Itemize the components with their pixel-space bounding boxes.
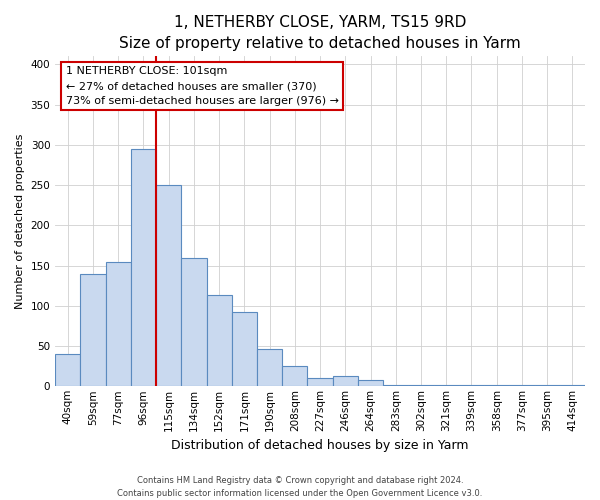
Bar <box>55 354 80 386</box>
Text: Contains HM Land Registry data © Crown copyright and database right 2024.
Contai: Contains HM Land Registry data © Crown c… <box>118 476 482 498</box>
Bar <box>282 366 307 386</box>
Bar <box>131 149 156 386</box>
Bar <box>232 312 257 386</box>
Text: 1 NETHERBY CLOSE: 101sqm
← 27% of detached houses are smaller (370)
73% of semi-: 1 NETHERBY CLOSE: 101sqm ← 27% of detach… <box>66 66 339 106</box>
X-axis label: Distribution of detached houses by size in Yarm: Distribution of detached houses by size … <box>172 440 469 452</box>
Bar <box>156 185 181 386</box>
Bar <box>80 274 106 386</box>
Bar <box>409 384 434 386</box>
Bar <box>181 258 206 386</box>
Bar <box>206 296 232 386</box>
Y-axis label: Number of detached properties: Number of detached properties <box>15 134 25 309</box>
Title: 1, NETHERBY CLOSE, YARM, TS15 9RD
Size of property relative to detached houses i: 1, NETHERBY CLOSE, YARM, TS15 9RD Size o… <box>119 15 521 51</box>
Bar <box>307 378 332 386</box>
Bar <box>332 376 358 386</box>
Bar <box>257 349 282 387</box>
Bar <box>106 262 131 386</box>
Bar <box>459 384 484 386</box>
Bar <box>358 380 383 386</box>
Bar <box>535 384 560 386</box>
